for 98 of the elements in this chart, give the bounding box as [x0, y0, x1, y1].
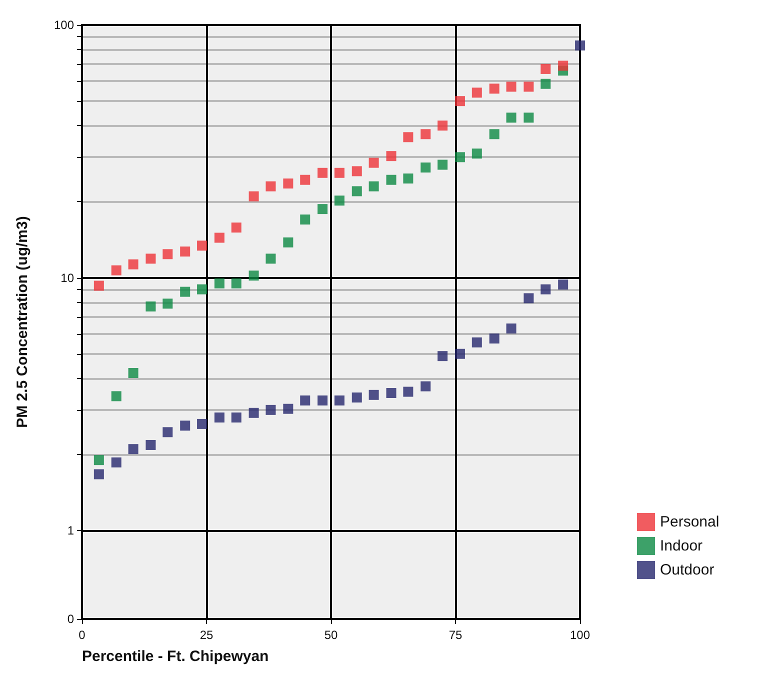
point: [403, 174, 414, 184]
point: [248, 191, 259, 202]
point: [231, 278, 242, 288]
point: [472, 88, 482, 98]
x-tick-label: 50: [324, 628, 338, 642]
point: [266, 404, 276, 415]
point: [300, 214, 310, 225]
point: [180, 246, 190, 257]
point: [454, 348, 465, 359]
point: [334, 168, 344, 178]
point: [454, 96, 465, 106]
point: [197, 240, 208, 251]
point: [334, 395, 344, 406]
y-tick-label: 100: [54, 18, 74, 32]
point: [558, 280, 568, 290]
y-tick-label: 10: [60, 270, 74, 285]
point: [146, 301, 156, 312]
point: [283, 404, 294, 414]
point: [111, 391, 122, 402]
point: [368, 158, 379, 168]
point: [231, 222, 242, 233]
x-tick-label: 25: [200, 628, 214, 642]
point: [420, 129, 431, 140]
point: [489, 129, 500, 140]
point: [300, 174, 310, 185]
point: [506, 112, 516, 123]
x-axis-title: Percentile - Ft. Chipewyan: [82, 648, 269, 665]
point: [197, 418, 208, 429]
point: [386, 388, 396, 398]
point: [128, 444, 138, 454]
point: [540, 78, 551, 89]
point: [162, 249, 173, 260]
y-tick-label: 0: [67, 612, 74, 626]
y-axis-title: PM 2.5 Concentration (ug/m3): [14, 216, 31, 428]
point: [283, 178, 294, 189]
x-tick-label: 75: [448, 628, 462, 642]
point: [180, 286, 190, 297]
point: [540, 64, 551, 74]
point: [180, 420, 190, 431]
point: [352, 166, 362, 176]
point: [128, 368, 138, 378]
point: [524, 112, 534, 123]
point: [266, 254, 276, 264]
point: [403, 386, 414, 397]
point: [506, 82, 516, 92]
point: [318, 204, 328, 214]
point: [386, 174, 396, 185]
point: [266, 181, 276, 192]
point: [214, 412, 224, 423]
point: [318, 395, 328, 406]
point: [334, 196, 344, 206]
point: [575, 40, 585, 50]
point: [146, 440, 156, 450]
point: [94, 455, 104, 466]
point: [438, 120, 448, 131]
point: [231, 412, 242, 423]
point: [197, 284, 208, 294]
point: [438, 160, 448, 170]
point: [214, 232, 224, 243]
point: [540, 284, 551, 294]
x-tick-label: 0: [78, 628, 86, 642]
point: [420, 162, 431, 173]
point: [248, 408, 259, 418]
point: [111, 457, 122, 468]
point: [146, 254, 156, 264]
point: [214, 278, 224, 288]
point: [489, 84, 500, 94]
point: [472, 337, 482, 348]
point: [111, 265, 122, 276]
point: [438, 351, 448, 362]
point: [300, 395, 310, 406]
point: [368, 181, 379, 192]
point: [352, 186, 362, 196]
point: [368, 390, 379, 400]
point: [506, 323, 516, 334]
point: [352, 392, 362, 402]
point: [94, 280, 104, 291]
point: [248, 270, 259, 281]
point: [454, 152, 465, 162]
point: [162, 427, 173, 438]
point: [403, 132, 414, 142]
y-tick-label: 1: [67, 524, 74, 538]
point: [318, 168, 328, 178]
point: [386, 151, 396, 162]
point: [524, 82, 534, 92]
point: [420, 381, 431, 392]
point: [94, 469, 104, 480]
point: [558, 60, 568, 71]
x-tick-label: 100: [570, 628, 590, 642]
legend-label: Personal: [660, 514, 720, 530]
point: [524, 293, 534, 304]
legend-label: Outdoor: [660, 562, 714, 578]
point: [472, 148, 482, 159]
legend-label: Indoor: [660, 538, 703, 554]
point: [489, 334, 500, 344]
point: [283, 237, 294, 248]
point: [128, 259, 138, 270]
point: [162, 298, 173, 309]
